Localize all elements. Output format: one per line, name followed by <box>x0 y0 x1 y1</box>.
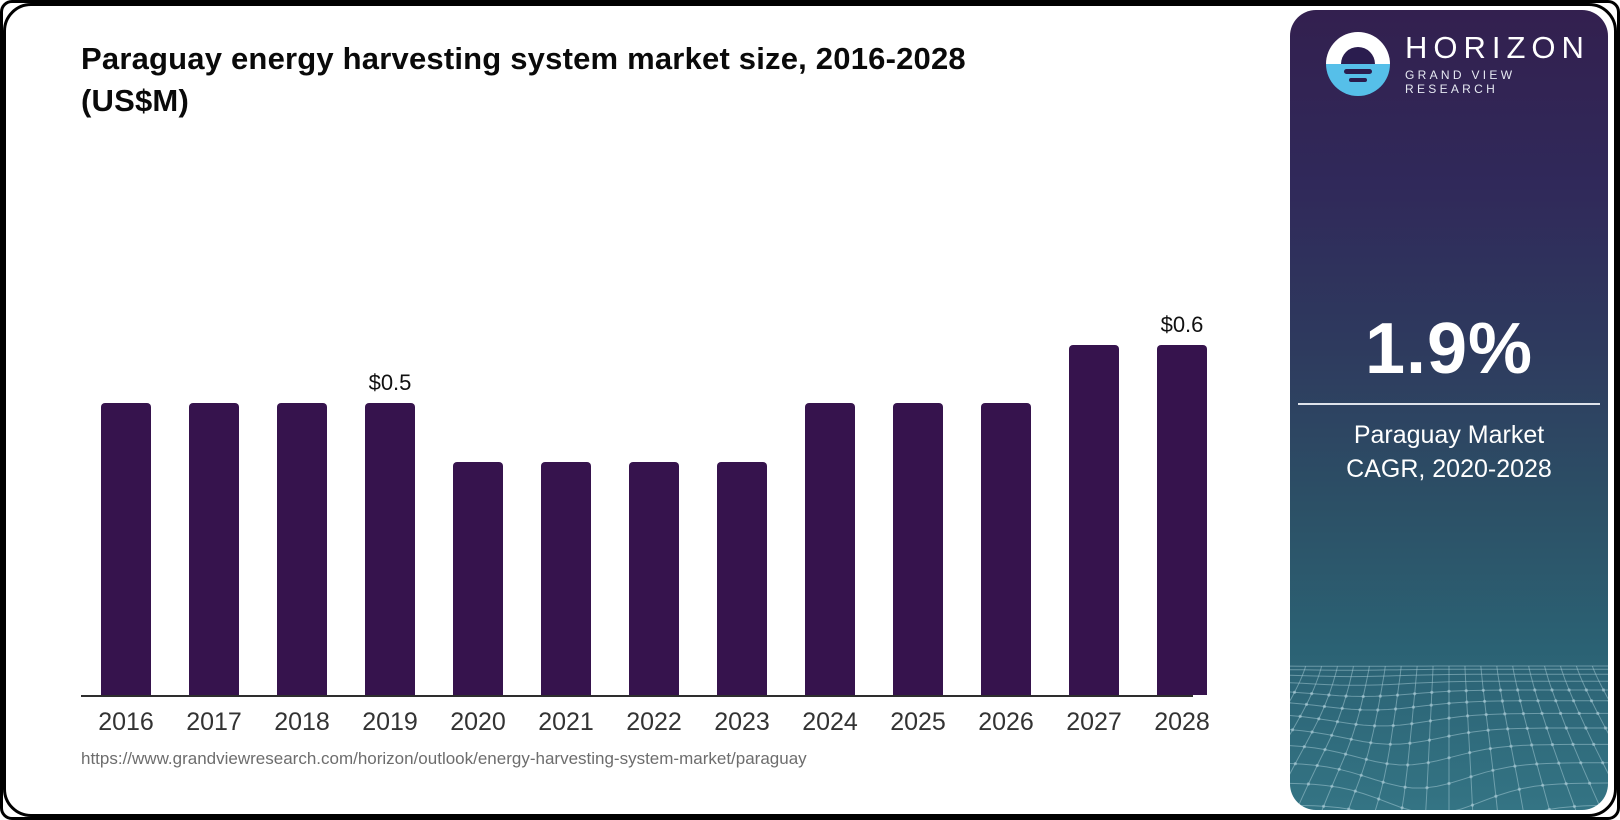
bar-2023 <box>717 461 767 695</box>
sunrise-circle-icon <box>1326 32 1390 96</box>
x-tick-2026: 2026 <box>978 708 1034 736</box>
bar-value-label-2028: $0.6 <box>1160 312 1204 337</box>
x-tick-2023: 2023 <box>714 708 770 736</box>
source-url: https://www.grandviewresearch.com/horizo… <box>81 749 807 768</box>
bar-column-2028: $0.6 <box>1138 312 1226 695</box>
x-tick-2019: 2019 <box>362 708 418 736</box>
bar-2017 <box>189 403 239 695</box>
bar-column-2016 <box>82 403 170 695</box>
sun-dome-shape <box>1341 47 1375 64</box>
bar-column-2025 <box>874 403 962 695</box>
bar-2024 <box>805 403 855 695</box>
bar-column-2018 <box>258 403 346 695</box>
chart-title-line2: (US$M) <box>81 83 189 119</box>
bar-2016 <box>101 403 151 695</box>
report-card: Paraguay energy harvesting system market… <box>3 3 1617 817</box>
x-tick-2020: 2020 <box>450 708 506 736</box>
x-tick-2016: 2016 <box>98 708 154 736</box>
plot: $0.5 $0.6 <box>82 303 1226 695</box>
cagr-value: 1.9% <box>1364 309 1534 389</box>
bar-column-2020 <box>434 461 522 695</box>
x-tick-2018: 2018 <box>274 708 330 736</box>
x-axis-line <box>81 695 1193 697</box>
brand-name: HORIZON <box>1405 30 1590 65</box>
bar-column-2021 <box>522 461 610 695</box>
x-tick-2024: 2024 <box>802 708 858 736</box>
wireframe-landscape <box>1290 665 1608 810</box>
bar-column-2022 <box>610 461 698 695</box>
x-tick-2027: 2027 <box>1066 708 1122 736</box>
bar-2022 <box>629 461 679 695</box>
x-tick-2022: 2022 <box>626 708 682 736</box>
bar-2020 <box>453 461 503 695</box>
sidebar: HORIZON GRAND VIEW RESEARCH 1.9% Paragua… <box>1290 10 1608 810</box>
bar-column-2023 <box>698 461 786 695</box>
chart-title-line1: Paraguay energy harvesting system market… <box>81 41 966 76</box>
bar-2019 <box>365 403 415 695</box>
stat-caption-line1: Paraguay Market <box>1353 421 1545 449</box>
sun-reflection-line <box>1344 69 1372 74</box>
brand-logo: HORIZON GRAND VIEW RESEARCH <box>1326 32 1608 96</box>
bar-column-2024 <box>786 403 874 695</box>
bar-column-2019: $0.5 <box>346 370 434 695</box>
stat-divider <box>1298 403 1600 405</box>
stat-block: 1.9% Paraguay Market CAGR, 2020-2028 <box>1290 313 1608 487</box>
bar-value-label-2019: $0.5 <box>368 370 412 396</box>
bar-column-2017 <box>170 403 258 695</box>
bar-2018 <box>277 403 327 695</box>
x-tick-2021: 2021 <box>538 708 594 736</box>
chart-title: Paraguay energy harvesting system market… <box>81 38 1121 122</box>
x-tick-2028: 2028 <box>1154 708 1210 736</box>
bar-2028 <box>1157 345 1207 695</box>
x-axis-labels: 2016 2017 2018 2019 2020 2021 2022 2023 2024 2025… <box>82 708 1226 737</box>
bar-2025 <box>893 403 943 695</box>
stat-caption: Paraguay Market CAGR, 2020-2028 <box>1290 419 1608 487</box>
bar-column-2026 <box>962 403 1050 695</box>
bar-2027 <box>1069 345 1119 695</box>
bar-2026 <box>981 403 1031 695</box>
x-tick-2025: 2025 <box>890 708 946 736</box>
brand-tagline: GRAND VIEW RESEARCH <box>1405 68 1516 96</box>
bar-column-2027 <box>1050 345 1138 695</box>
bar-2021 <box>541 461 591 695</box>
sun-reflection-line <box>1349 78 1367 82</box>
x-tick-2017: 2017 <box>186 708 242 736</box>
stat-caption-line2: CAGR, 2020-2028 <box>1346 454 1552 483</box>
mesh-graphic <box>1290 665 1608 810</box>
brand-text: HORIZON GRAND VIEW RESEARCH <box>1405 32 1608 96</box>
